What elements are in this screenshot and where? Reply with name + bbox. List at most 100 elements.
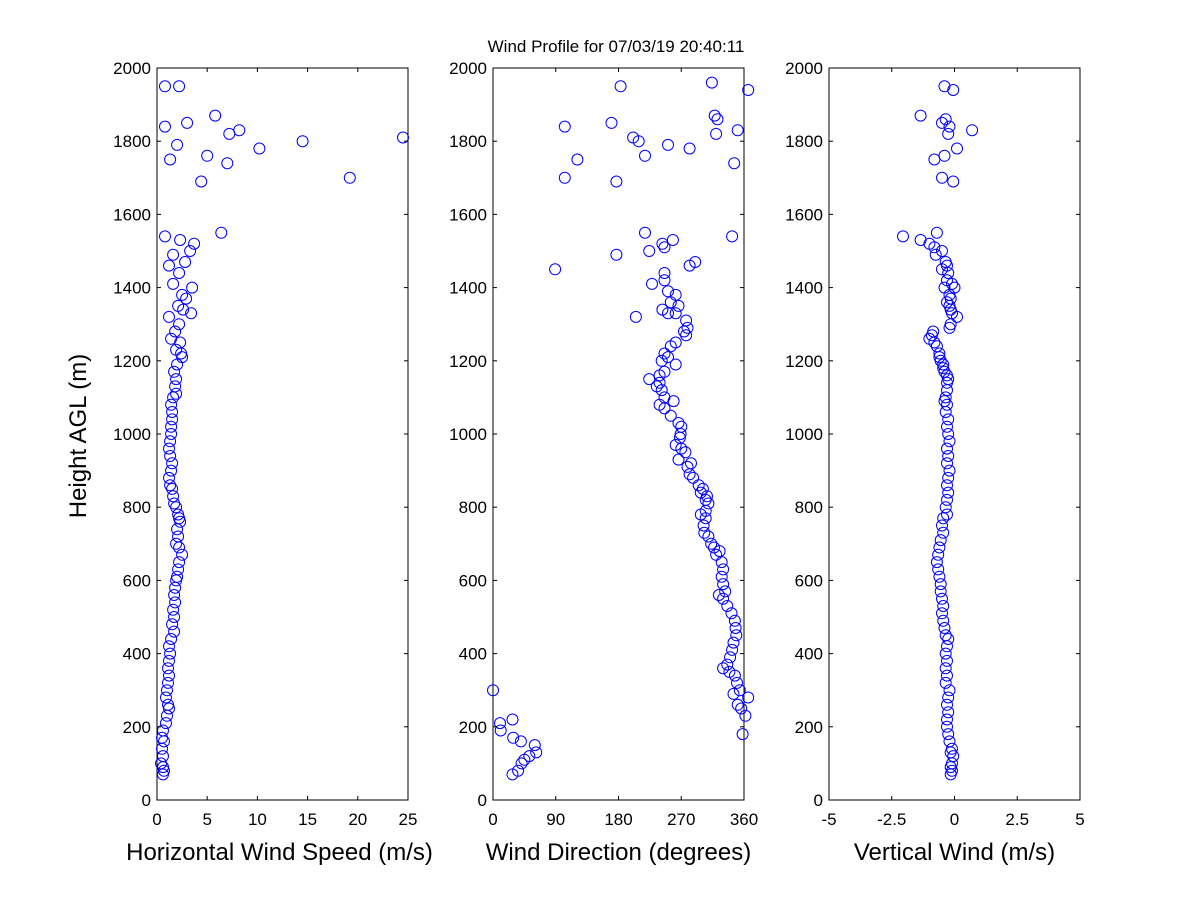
data-point <box>530 746 543 759</box>
data-point <box>934 585 947 598</box>
data-point <box>185 307 198 320</box>
data-point <box>159 80 171 93</box>
x-tick-label: 25 <box>399 810 418 829</box>
data-point <box>932 563 945 576</box>
data-point <box>528 739 541 752</box>
data-point <box>951 310 963 323</box>
data-point <box>167 248 180 261</box>
data-point <box>672 299 685 312</box>
data-point <box>166 406 179 418</box>
wind-direction-panel: 0 90 180 270 360 0 200 400 600 800 1000 1200 1400 160… <box>449 59 758 866</box>
y-tick-label: 1400 <box>785 279 823 298</box>
data-point <box>717 592 730 605</box>
data-point <box>938 80 951 93</box>
data-point <box>223 127 236 140</box>
data-point <box>173 512 186 525</box>
data-point <box>914 109 927 122</box>
data-point <box>669 307 682 320</box>
x-tick-label: 2.5 <box>1005 810 1029 829</box>
data-point <box>742 84 755 96</box>
data-point <box>943 464 956 477</box>
data-point <box>176 351 189 364</box>
y-tick-label: 200 <box>795 718 823 737</box>
data-point <box>170 501 183 514</box>
data-point <box>710 127 723 140</box>
data-point <box>188 237 201 250</box>
data-point <box>163 640 175 653</box>
data-point <box>643 373 656 386</box>
y-tick-label: 0 <box>142 791 151 810</box>
data-point <box>928 153 941 166</box>
data-point <box>161 684 173 697</box>
data-point <box>296 135 309 148</box>
data-point <box>947 84 960 96</box>
data-point <box>717 662 730 675</box>
data-point <box>177 303 190 316</box>
data-point <box>730 629 743 642</box>
data-point <box>942 486 955 499</box>
data-point <box>215 226 228 239</box>
data-point <box>162 662 174 675</box>
data-point <box>914 234 927 246</box>
data-point <box>166 482 179 495</box>
data-point <box>681 460 694 473</box>
x-tick-label: 20 <box>348 810 367 829</box>
data-points <box>487 76 755 781</box>
data-point <box>172 508 185 521</box>
data-points <box>897 80 979 781</box>
data-point <box>942 267 955 279</box>
data-point <box>664 409 677 422</box>
data-point <box>184 245 197 257</box>
data-point <box>941 508 953 521</box>
x-axis-label: Wind Direction (degrees) <box>486 839 751 866</box>
data-point <box>731 124 744 137</box>
data-point <box>163 310 175 323</box>
data-point <box>166 413 179 426</box>
data-point <box>681 321 694 334</box>
data-point <box>728 614 741 627</box>
data-point <box>936 171 948 184</box>
data-point <box>662 138 674 151</box>
data-point <box>181 116 194 129</box>
data-point <box>939 113 952 126</box>
data-point <box>897 230 909 243</box>
data-point <box>173 556 186 569</box>
data-point <box>939 647 952 660</box>
data-point <box>658 267 671 279</box>
data-point <box>165 420 178 433</box>
data-point <box>171 138 184 151</box>
data-point <box>170 387 183 400</box>
data-point <box>169 325 182 338</box>
data-point <box>667 395 680 408</box>
data-point <box>179 256 192 268</box>
data-point <box>717 563 730 576</box>
data-point <box>174 515 187 528</box>
data-point <box>558 120 571 133</box>
data-point <box>164 647 177 660</box>
data-point <box>157 750 169 763</box>
data-points <box>155 80 409 781</box>
y-tick-label: 1000 <box>785 425 823 444</box>
data-point <box>936 592 948 605</box>
data-point <box>163 442 175 455</box>
x-tick-label: -5 <box>821 810 836 829</box>
data-point <box>944 746 957 759</box>
data-point <box>658 402 671 415</box>
data-point <box>605 116 618 129</box>
data-point <box>253 142 266 155</box>
data-point <box>164 450 177 462</box>
data-point <box>721 600 734 612</box>
data-point <box>726 230 739 243</box>
data-point <box>675 442 688 455</box>
data-point <box>680 314 693 327</box>
data-point <box>674 428 687 440</box>
data-point <box>936 116 948 129</box>
data-point <box>925 329 938 342</box>
data-point <box>711 113 724 126</box>
data-point <box>936 607 948 620</box>
data-point <box>653 376 666 389</box>
data-point <box>629 310 642 323</box>
y-tick-label: 2000 <box>449 59 487 78</box>
data-point <box>655 384 668 397</box>
